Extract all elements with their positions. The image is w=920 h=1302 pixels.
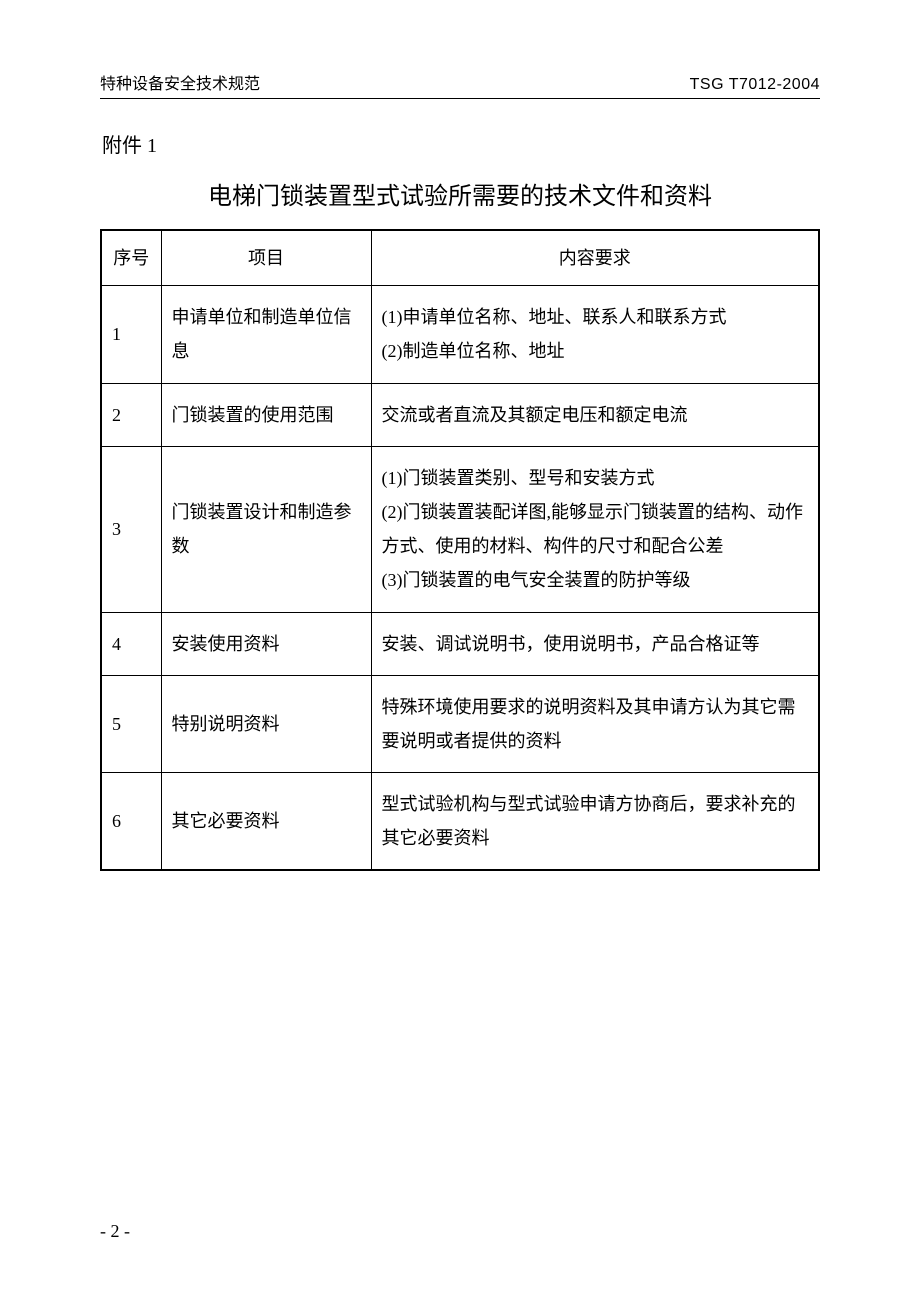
cell-item: 安装使用资料 (161, 612, 371, 675)
page-header: 特种设备安全技术规范 TSG T7012-2004 (100, 70, 820, 99)
table-body: 1 申请单位和制造单位信息 (1)申请单位名称、地址、联系人和联系方式 (2)制… (101, 286, 819, 871)
cell-seq: 6 (101, 773, 161, 871)
cell-req: (1)申请单位名称、地址、联系人和联系方式 (2)制造单位名称、地址 (371, 286, 819, 383)
table-row: 2 门锁装置的使用范围 交流或者直流及其额定电压和额定电流 (101, 383, 819, 446)
cell-item: 门锁装置的使用范围 (161, 383, 371, 446)
cell-seq: 4 (101, 612, 161, 675)
cell-item: 申请单位和制造单位信息 (161, 286, 371, 383)
table-row: 4 安装使用资料 安装、调试说明书，使用说明书，产品合格证等 (101, 612, 819, 675)
table-row: 3 门锁装置设计和制造参数 (1)门锁装置类别、型号和安装方式 (2)门锁装置装… (101, 446, 819, 612)
cell-req: (1)门锁装置类别、型号和安装方式 (2)门锁装置装配详图,能够显示门锁装置的结… (371, 446, 819, 612)
col-header-seq: 序号 (101, 230, 161, 286)
col-header-req: 内容要求 (371, 230, 819, 286)
table-header-row: 序号 项目 内容要求 (101, 230, 819, 286)
col-header-item: 项目 (161, 230, 371, 286)
table-row: 6 其它必要资料 型式试验机构与型式试验申请方协商后，要求补充的其它必要资料 (101, 773, 819, 871)
cell-seq: 2 (101, 383, 161, 446)
cell-seq: 3 (101, 446, 161, 612)
cell-req: 安装、调试说明书，使用说明书，产品合格证等 (371, 612, 819, 675)
cell-req: 特殊环境使用要求的说明资料及其申请方认为其它需要说明或者提供的资料 (371, 675, 819, 772)
cell-req: 交流或者直流及其额定电压和额定电流 (371, 383, 819, 446)
header-right-code: TSG T7012-2004 (690, 76, 820, 94)
page-number: - 2 - (100, 1221, 130, 1242)
cell-item: 特别说明资料 (161, 675, 371, 772)
cell-item: 其它必要资料 (161, 773, 371, 871)
cell-seq: 1 (101, 286, 161, 383)
table-row: 1 申请单位和制造单位信息 (1)申请单位名称、地址、联系人和联系方式 (2)制… (101, 286, 819, 383)
cell-seq: 5 (101, 675, 161, 772)
table-row: 5 特别说明资料 特殊环境使用要求的说明资料及其申请方认为其它需要说明或者提供的… (101, 675, 819, 772)
document-title: 电梯门锁装置型式试验所需要的技术文件和资料 (100, 176, 820, 211)
requirements-table: 序号 项目 内容要求 1 申请单位和制造单位信息 (1)申请单位名称、地址、联系… (100, 229, 820, 871)
header-left-text: 特种设备安全技术规范 (100, 70, 260, 94)
cell-item: 门锁装置设计和制造参数 (161, 446, 371, 612)
attachment-label: 附件 1 (102, 129, 820, 158)
cell-req: 型式试验机构与型式试验申请方协商后，要求补充的其它必要资料 (371, 773, 819, 871)
